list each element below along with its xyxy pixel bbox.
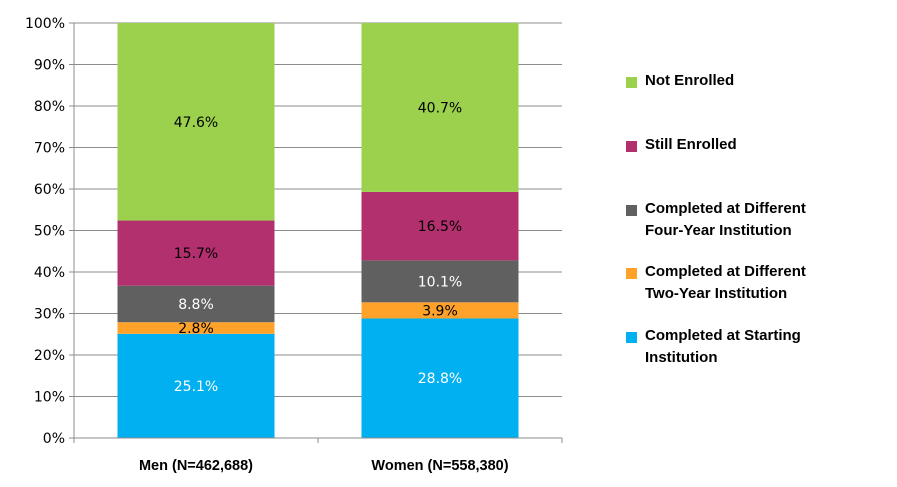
y-tick-label: 50% [34,224,65,240]
legend: Not Enrolled Still Enrolled Completed at… [626,0,896,487]
data-label: 16.5% [418,219,462,235]
y-tick-label: 10% [34,390,65,406]
y-tick-label: 80% [34,99,65,115]
legend-item-completed-different-four-year: Completed at Different Four-Year Institu… [626,200,806,242]
bar-segment [361,318,519,438]
bar-segment [117,220,275,286]
bar-segment [117,322,275,334]
data-label: 40.7% [418,100,462,116]
legend-label: Still Enrolled [645,136,737,153]
legend-label-line2: Four-Year Institution [645,222,792,239]
y-tick-label: 70% [34,141,65,157]
bar-segment [361,23,519,192]
stacked-bar-chart: 0%10%20%30%40%50%60%70%80%90%100% 25.1%2… [25,16,563,474]
x-category-label: Men (N=462,688) [139,458,253,474]
legend-label-line2: Two-Year Institution [645,285,788,302]
bar-segment [117,285,275,323]
legend-label-line1: Completed at Different [645,200,806,217]
y-tick-label: 20% [34,348,65,364]
legend-swatch [626,268,637,279]
data-label: 8.8% [178,297,214,313]
x-axis: Men (N=462,688) Women (N=558,380) [73,437,563,474]
legend-label-line2: Institution [645,349,718,366]
bar-segment [117,23,275,221]
legend-item-completed-starting-institution: Completed at Starting Institution [626,327,801,369]
data-label: 3.9% [422,303,458,319]
y-tick-label: 0% [43,431,65,447]
legend-swatch [626,205,637,216]
bar-segment [117,333,275,438]
x-category-label: Women (N=558,380) [371,458,508,474]
data-label: 2.8% [178,321,214,337]
data-label: 10.1% [418,274,462,290]
legend-label: Not Enrolled [645,72,735,89]
legend-swatch [626,141,637,152]
y-axis: 0% 10% 20% 30% 40% 50% 60% 70% 80% 90% 100% [25,16,75,447]
legend-label-line1: Completed at Different [645,263,806,280]
legend-swatch [626,77,637,88]
y-tick-label: 100% [25,16,65,32]
legend-item-not-enrolled: Not Enrolled [626,72,735,92]
data-label: 47.6% [174,115,218,131]
y-tick-label: 40% [34,265,65,281]
data-label: 25.1% [174,379,218,395]
data-label: 15.7% [174,246,218,262]
legend-label-line1: Completed at Starting [645,327,801,344]
legend-item-still-enrolled: Still Enrolled [626,136,737,156]
legend-item-completed-different-two-year: Completed at Different Two-Year Institut… [626,263,806,305]
y-tick-label: 90% [34,58,65,74]
y-tick-label: 60% [34,182,65,198]
bar-segment [361,191,519,261]
y-tick-label: 30% [34,307,65,323]
bar-segment [361,260,519,303]
bar-segment [361,302,519,319]
legend-swatch [626,332,637,343]
bars: 25.1% 2.8% 8.8% 15.7% 47.6% 28.8% 3.9% 10.1% 16.… [117,23,519,438]
data-label: 28.8% [418,371,462,387]
